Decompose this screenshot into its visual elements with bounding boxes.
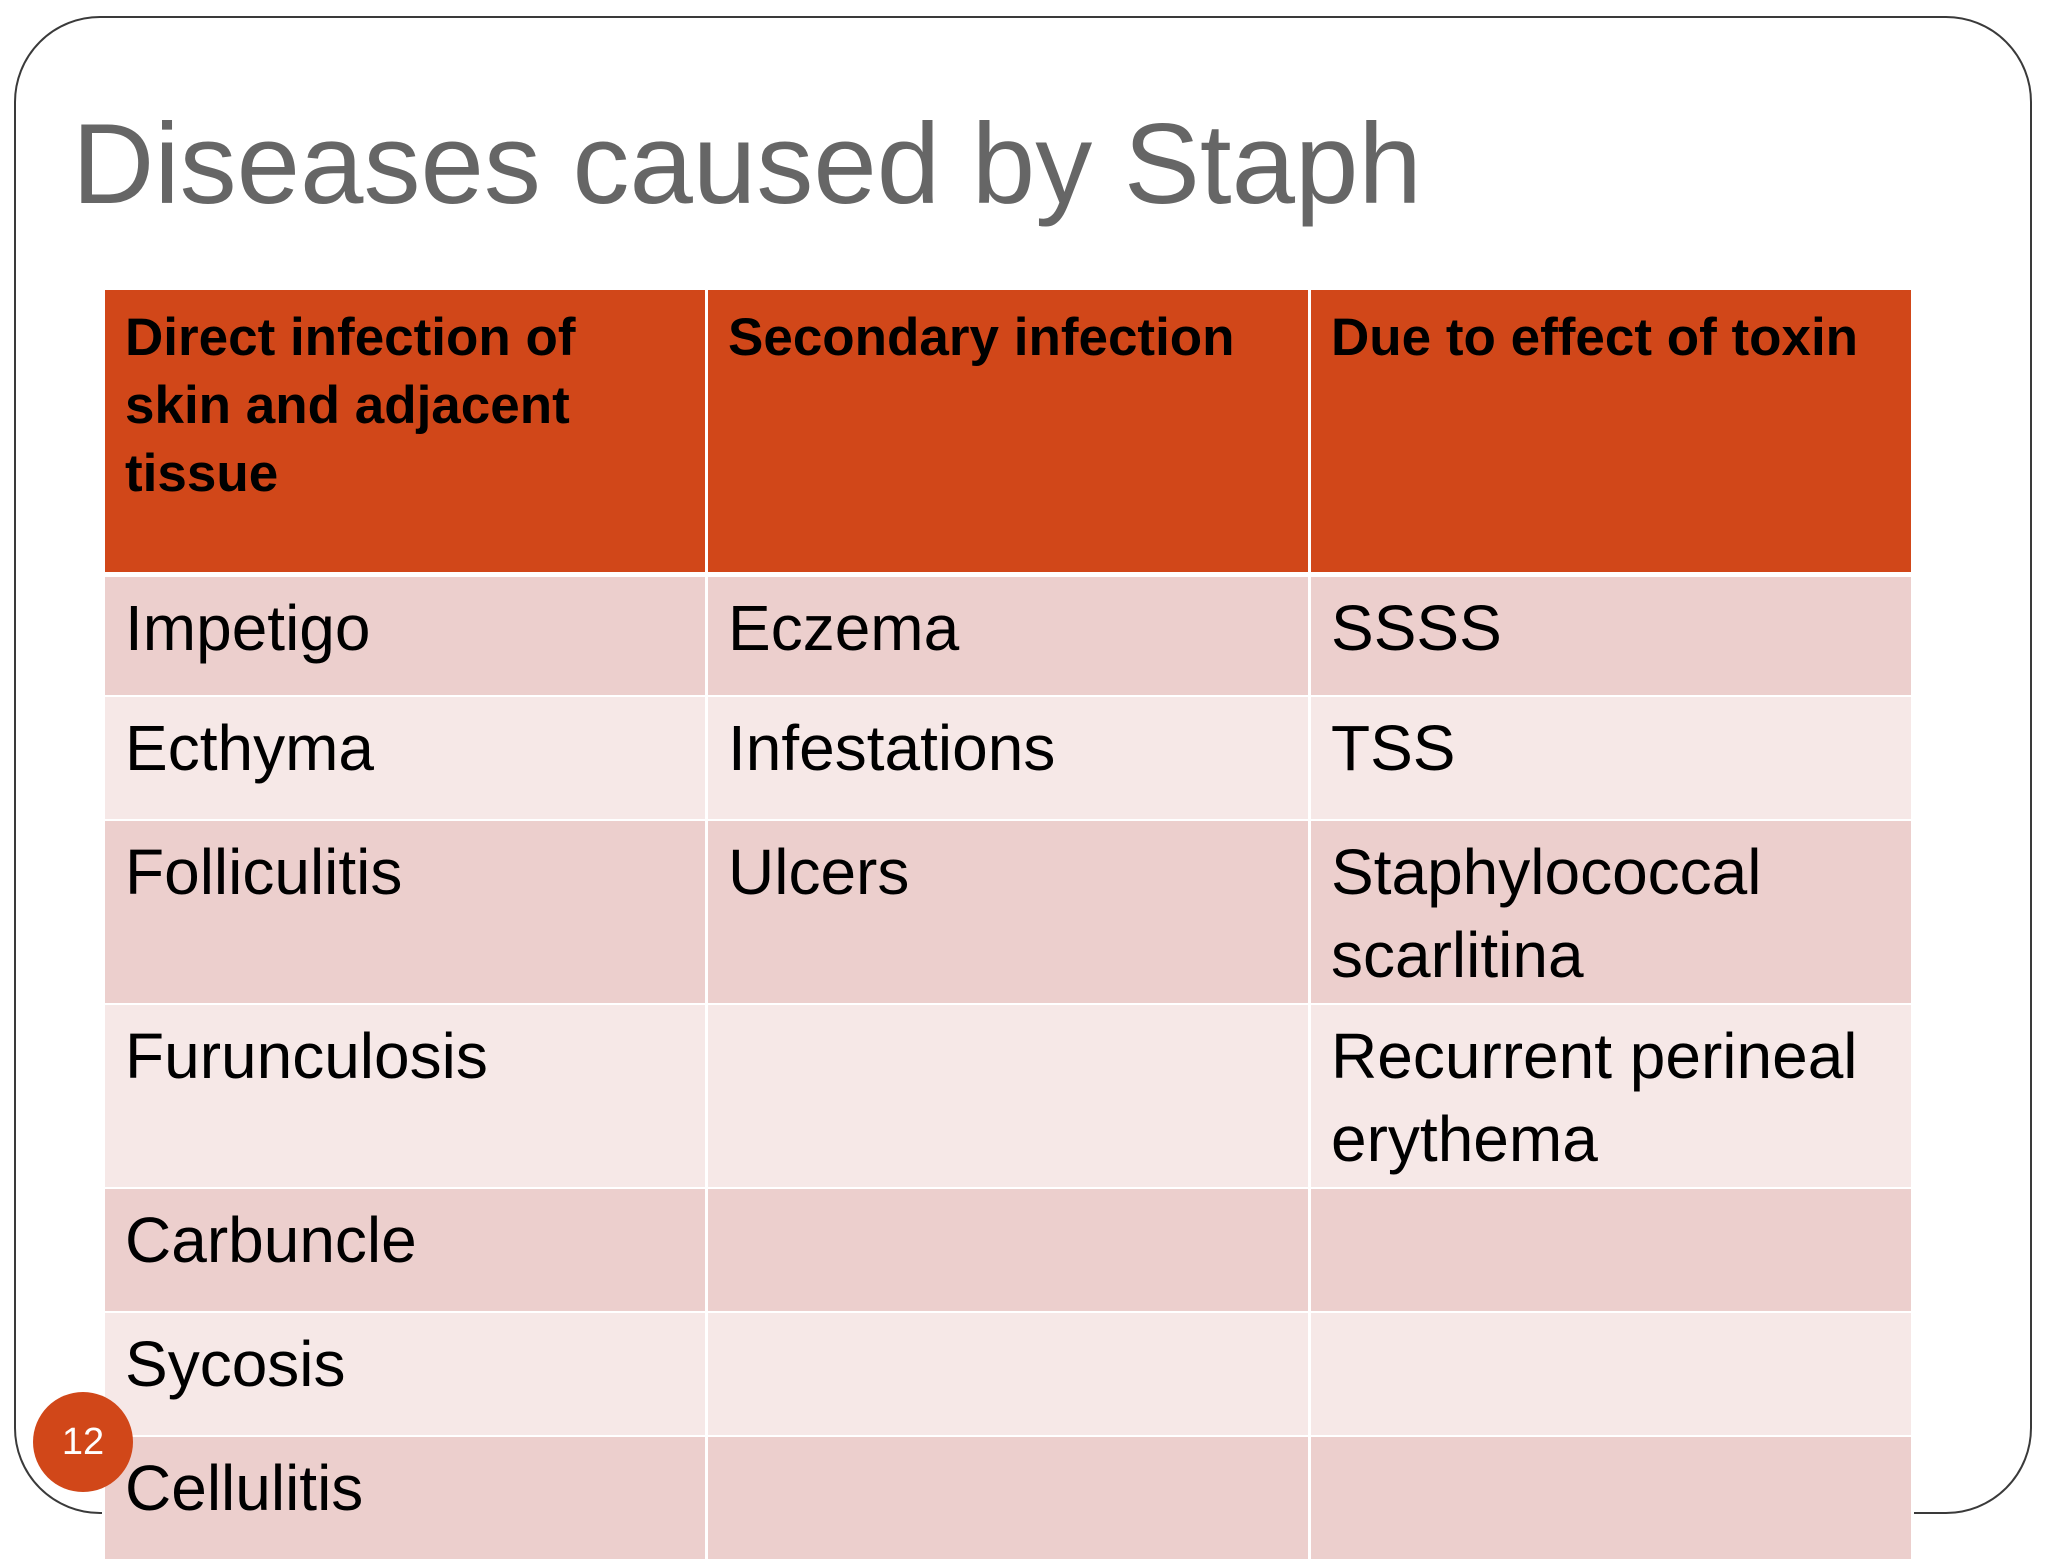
table-cell: Folliculitis bbox=[102, 819, 708, 1005]
table-row: Impetigo Eczema SSSS bbox=[102, 573, 1914, 697]
header-secondary-infection: Secondary infection bbox=[705, 290, 1311, 577]
table-cell: Furunculosis bbox=[102, 1003, 708, 1189]
table-row: Ecthyma Infestations TSS bbox=[102, 695, 1914, 821]
table-header-row: Direct infection of skin and adjacent ti… bbox=[102, 290, 1914, 577]
header-toxin-effect: Due to effect of toxin bbox=[1308, 290, 1914, 577]
table-row: Cellulitis bbox=[102, 1435, 1914, 1561]
table-cell bbox=[705, 1435, 1311, 1561]
table-cell: Ecthyma bbox=[102, 695, 708, 821]
table-cell: Cellulitis bbox=[102, 1435, 708, 1561]
table-row: Furunculosis Recurrent perineal erythema bbox=[102, 1003, 1914, 1189]
table-cell bbox=[1308, 1187, 1914, 1313]
table-cell bbox=[1308, 1435, 1914, 1561]
table-cell: Staphylococcal scarlitina bbox=[1308, 819, 1914, 1005]
table-cell bbox=[705, 1187, 1311, 1313]
table-row: Folliculitis Ulcers Staphylococcal scarl… bbox=[102, 819, 1914, 1005]
table-cell: TSS bbox=[1308, 695, 1914, 821]
table-cell: Impetigo bbox=[102, 573, 708, 697]
header-direct-infection: Direct infection of skin and adjacent ti… bbox=[102, 290, 708, 577]
table-row: Sycosis bbox=[102, 1311, 1914, 1437]
page-number-badge: 12 bbox=[33, 1392, 133, 1492]
table-cell: SSSS bbox=[1308, 573, 1914, 697]
slide-title: Diseases caused by Staph bbox=[72, 101, 1422, 228]
table-cell: Sycosis bbox=[102, 1311, 708, 1437]
table-cell bbox=[705, 1003, 1311, 1189]
diseases-table: Direct infection of skin and adjacent ti… bbox=[102, 290, 1914, 1561]
table-cell bbox=[705, 1311, 1311, 1437]
table-cell bbox=[1308, 1311, 1914, 1437]
table-row: Carbuncle bbox=[102, 1187, 1914, 1313]
table-cell: Ulcers bbox=[705, 819, 1311, 1005]
table-cell: Recurrent perineal erythema bbox=[1308, 1003, 1914, 1189]
table-cell: Infestations bbox=[705, 695, 1311, 821]
table-cell: Carbuncle bbox=[102, 1187, 708, 1313]
table-cell: Eczema bbox=[705, 573, 1311, 697]
